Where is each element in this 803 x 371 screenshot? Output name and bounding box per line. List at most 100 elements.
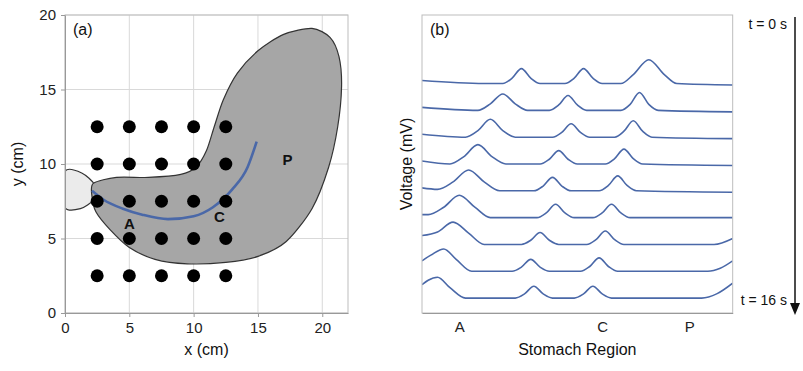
time-annotations: t = 0 s t = 16 s: [741, 16, 800, 315]
point: [123, 232, 136, 245]
plot-background: [65, 15, 348, 313]
tick: 0: [61, 313, 69, 336]
tick: 10: [39, 155, 65, 172]
x-axis-title: x (cm): [184, 341, 228, 358]
tick-label: A: [455, 318, 465, 335]
time-arrow-head: [790, 303, 800, 315]
line: [422, 145, 733, 166]
annotation: C: [214, 208, 225, 225]
x-axis-title: Stomach Region: [518, 341, 636, 358]
annotation: P: [283, 151, 293, 168]
axis-yticks: 0 5 10 15 20: [39, 6, 65, 321]
panel-label: (b): [430, 21, 450, 38]
outline-area: [91, 28, 341, 264]
point: [123, 269, 136, 282]
tick-mark: [194, 313, 195, 317]
tick-mark: [61, 90, 65, 91]
tick-mark: [129, 313, 130, 317]
tick-label: 10: [186, 319, 203, 336]
figure: 0 5 10 15 20 0 5 10 15 20 A C P (a) x (cm) y (cm) t = 0 …: [0, 0, 803, 371]
tick-label: P: [685, 318, 695, 335]
axis-xticks: ACP: [423, 313, 734, 335]
tick-label: C: [597, 318, 608, 335]
line: [422, 195, 733, 217]
tick-label: 15: [250, 319, 267, 336]
point: [123, 120, 136, 133]
point: [155, 158, 168, 171]
point: [219, 232, 232, 245]
tick-mark: [61, 313, 65, 314]
y-axis-title: y (cm): [9, 142, 26, 186]
tick: 10: [186, 313, 203, 336]
point: [219, 120, 232, 133]
tick: P: [685, 313, 695, 335]
tick: A: [455, 313, 465, 335]
tick: 20: [314, 313, 331, 336]
point: [219, 269, 232, 282]
tick-mark: [61, 15, 65, 16]
axis-line: [65, 16, 66, 314]
tick-label: 15: [39, 81, 56, 98]
tick: 15: [39, 81, 65, 98]
panel: 0 5 10 15 20 0 5 10 15 20 A C P (a) x (cm) y (cm): [9, 6, 349, 358]
grid: [65, 15, 348, 313]
point: [91, 120, 104, 133]
tick-label: 20: [39, 6, 56, 23]
point: [187, 120, 200, 133]
point: [187, 195, 200, 208]
tick-label: 5: [126, 319, 134, 336]
plot-frame: [422, 15, 733, 313]
axis-xticks: 0 5 10 15 20: [61, 313, 348, 336]
point: [187, 158, 200, 171]
tick-mark: [61, 164, 65, 165]
outline-area: [65, 169, 95, 210]
point: [91, 269, 104, 282]
tick-label: 5: [48, 230, 56, 247]
tick: 5: [126, 313, 134, 336]
tick-mark: [65, 313, 66, 317]
annotation: A: [124, 215, 135, 232]
panel: A C P (b) Stomach Region Voltage (mV): [398, 15, 733, 358]
line: [422, 277, 733, 298]
point: [123, 158, 136, 171]
point: [91, 232, 104, 245]
line: [92, 142, 257, 219]
point: [219, 195, 232, 208]
point: [155, 195, 168, 208]
point: [155, 232, 168, 245]
time-label: t = 16 s: [741, 292, 787, 308]
tick-mark: [258, 313, 259, 317]
y-axis-title: Voltage (mV): [398, 118, 415, 210]
axis-line: [423, 313, 734, 314]
tick-label: 0: [48, 304, 56, 321]
tick: 20: [39, 6, 65, 23]
panel-label: (a): [73, 21, 93, 38]
marks: [422, 60, 733, 298]
line: [422, 60, 733, 85]
point: [91, 195, 104, 208]
tick-label: 0: [61, 319, 69, 336]
point: [155, 120, 168, 133]
line: [422, 222, 733, 244]
point: [155, 269, 168, 282]
point: [219, 158, 232, 171]
plot-frame: [65, 15, 348, 313]
tick: 0: [48, 304, 65, 321]
tick-label: 20: [314, 319, 331, 336]
plot-background: [422, 15, 733, 313]
tick-mark: [61, 239, 65, 240]
tick-label: 10: [39, 155, 56, 172]
line: [422, 119, 733, 138]
time-label: t = 0 s: [748, 16, 787, 32]
point: [91, 158, 104, 171]
marks: [65, 28, 342, 282]
point: [187, 232, 200, 245]
line: [422, 170, 733, 192]
line: [422, 249, 733, 271]
time-arrow: [794, 17, 796, 305]
tick-mark: [322, 313, 323, 317]
point: [187, 269, 200, 282]
axis-line: [66, 313, 349, 314]
tick: 15: [250, 313, 267, 336]
point: [123, 195, 136, 208]
